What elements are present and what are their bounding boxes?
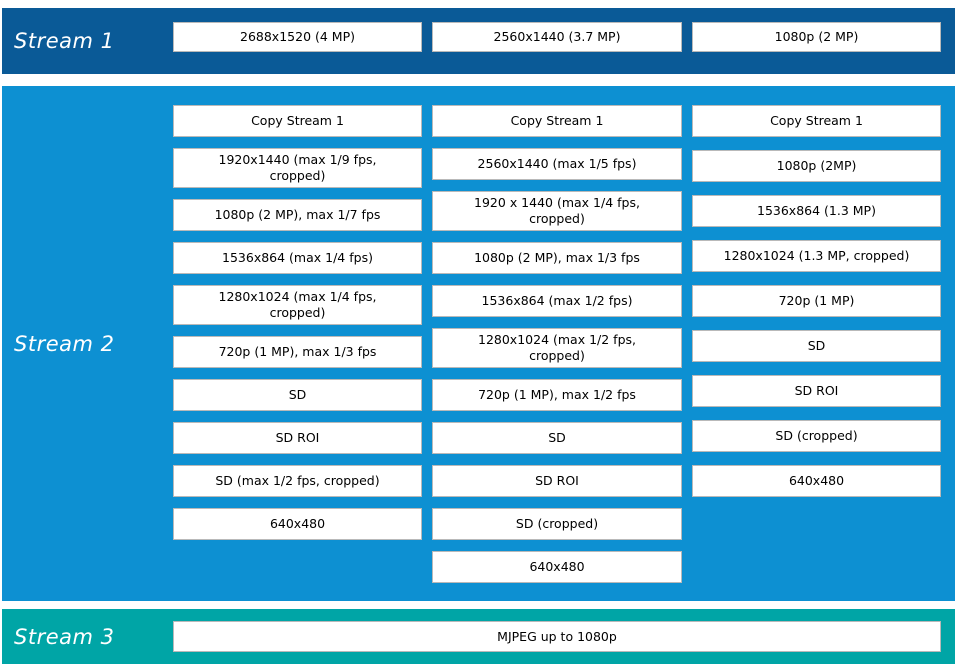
stream2-resolution-box: SD ROI [692, 375, 941, 407]
stream2-resolution-box: 1536x864 (max 1/4 fps) [173, 242, 422, 274]
stream2-resolution-box: SD (cropped) [692, 420, 941, 452]
stream2-resolution-box: 1080p (2 MP), max 1/7 fps [173, 199, 422, 231]
stream2-resolution-box: Copy Stream 1 [432, 105, 682, 137]
stream2-band: Stream 2 Copy Stream 1 1920x1440 (max 1/… [2, 86, 955, 601]
stream2-column-1: Copy Stream 1 1920x1440 (max 1/9 fps, cr… [173, 105, 422, 540]
stream2-resolution-box: 1920x1440 (max 1/9 fps, cropped) [173, 148, 422, 188]
stream2-resolution-box: 1536x864 (1.3 MP) [692, 195, 941, 227]
stream1-resolution-box: 2560x1440 (3.7 MP) [432, 22, 682, 52]
stream2-resolution-box: SD [432, 422, 682, 454]
stream2-column-3: Copy Stream 1 1080p (2MP) 1536x864 (1.3 … [692, 105, 941, 497]
stream1-resolution-box: 2688x1520 (4 MP) [173, 22, 422, 52]
stream2-resolution-box: SD [173, 379, 422, 411]
stream2-resolution-box: Copy Stream 1 [173, 105, 422, 137]
stream2-resolution-box: 1280x1024 (1.3 MP, cropped) [692, 240, 941, 272]
stream2-resolution-box: 1536x864 (max 1/2 fps) [432, 285, 682, 317]
stream2-resolution-box: 1080p (2 MP), max 1/3 fps [432, 242, 682, 274]
stream3-band: Stream 3 MJPEG up to 1080p [2, 609, 955, 664]
stream2-resolution-box: 1280x1024 (max 1/2 fps, cropped) [432, 328, 682, 368]
stream2-resolution-box: Copy Stream 1 [692, 105, 941, 137]
stream2-resolution-box: 720p (1 MP), max 1/2 fps [432, 379, 682, 411]
stream2-resolution-box: SD ROI [432, 465, 682, 497]
stream2-resolution-box: 1920 x 1440 (max 1/4 fps, cropped) [432, 191, 682, 231]
stream2-resolution-box: SD ROI [173, 422, 422, 454]
stream3-resolution-box: MJPEG up to 1080p [173, 621, 941, 652]
stream2-resolution-box: SD (max 1/2 fps, cropped) [173, 465, 422, 497]
stream3-label: Stream 3 [14, 624, 115, 649]
stream2-resolution-box: SD (cropped) [432, 508, 682, 540]
stream2-resolution-box: 720p (1 MP) [692, 285, 941, 317]
stream1-resolution-box: 1080p (2 MP) [692, 22, 941, 52]
stream2-resolution-box: 1080p (2MP) [692, 150, 941, 182]
stream2-resolution-box: 640x480 [692, 465, 941, 497]
stream1-label: Stream 1 [14, 29, 115, 53]
stream2-resolution-box: 640x480 [173, 508, 422, 540]
stream2-column-2: Copy Stream 1 2560x1440 (max 1/5 fps) 19… [432, 105, 682, 583]
stream2-resolution-box: 720p (1 MP), max 1/3 fps [173, 336, 422, 368]
stream2-resolution-box: 640x480 [432, 551, 682, 583]
stream2-label: Stream 2 [14, 331, 115, 356]
stream1-band: Stream 1 2688x1520 (4 MP) 2560x1440 (3.7… [2, 8, 955, 74]
stream2-resolution-box: SD [692, 330, 941, 362]
stream2-resolution-box: 1280x1024 (max 1/4 fps, cropped) [173, 285, 422, 325]
stream2-resolution-box: 2560x1440 (max 1/5 fps) [432, 148, 682, 180]
